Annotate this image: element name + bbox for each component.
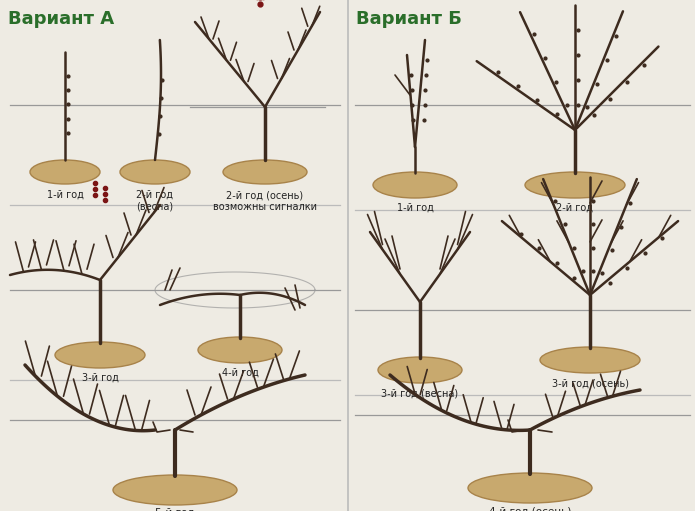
Ellipse shape	[223, 160, 307, 184]
Ellipse shape	[55, 342, 145, 368]
Text: Вариант Б: Вариант Б	[356, 10, 462, 28]
Text: 3-й год (весна): 3-й год (весна)	[382, 388, 459, 398]
Text: Вариант А: Вариант А	[8, 10, 114, 28]
Ellipse shape	[540, 347, 640, 373]
Text: 5-й год: 5-й год	[155, 508, 195, 511]
Ellipse shape	[113, 475, 237, 505]
Ellipse shape	[378, 357, 462, 383]
Ellipse shape	[30, 160, 100, 184]
Text: 4-й год: 4-й год	[222, 368, 259, 378]
Ellipse shape	[468, 473, 592, 503]
Ellipse shape	[198, 337, 282, 363]
Text: 2-й год: 2-й год	[557, 203, 594, 213]
Text: 1-й год: 1-й год	[397, 203, 434, 213]
Text: 1-й год: 1-й год	[47, 190, 83, 200]
Ellipse shape	[373, 172, 457, 198]
Text: 4-й год (осень): 4-й год (осень)	[489, 506, 571, 511]
Text: 2-й год (осень)
возможны сигналки: 2-й год (осень) возможны сигналки	[213, 190, 317, 212]
Text: 3-й год: 3-й год	[81, 373, 118, 383]
Text: 2-й год
(весна): 2-й год (весна)	[136, 190, 174, 212]
Ellipse shape	[525, 172, 625, 198]
Text: 3-й год (осень): 3-й год (осень)	[552, 378, 628, 388]
Ellipse shape	[120, 160, 190, 184]
